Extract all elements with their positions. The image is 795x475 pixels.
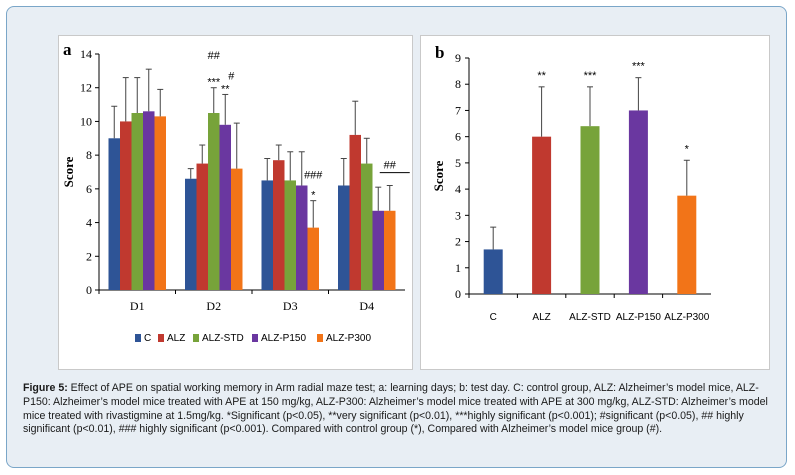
legend-label: C	[144, 333, 151, 344]
significance-mark: *	[311, 190, 316, 202]
bar-alz-std-d1	[131, 113, 143, 290]
group-significance-mark: ##	[384, 160, 397, 172]
legend-swatch-alz-p150	[252, 334, 258, 342]
x-tick-label: ALZ-P150	[616, 312, 661, 323]
significance-mark: ***	[632, 61, 646, 73]
legend-swatch-alz-std	[193, 334, 199, 342]
significance-mark: **	[537, 70, 546, 82]
y-tick-label: 5	[455, 156, 461, 170]
bar-c-d2	[185, 178, 197, 290]
bar-c-d1	[108, 138, 120, 290]
y-tick-label: 14	[80, 47, 92, 61]
group-significance-mark: ###	[304, 170, 323, 182]
y-tick-label: 9	[455, 51, 461, 65]
y-tick-label: 4	[455, 182, 461, 196]
bar-alz-d1	[120, 121, 132, 290]
bar-alz-std	[580, 126, 600, 294]
significance-mark: **	[221, 83, 230, 95]
bar-alz-p300-d2	[231, 168, 243, 290]
y-tick-label: 3	[455, 208, 461, 222]
panel-label-a: a	[63, 40, 72, 59]
y-tick-label: 10	[80, 114, 92, 128]
legend-label: ALZ-STD	[202, 333, 244, 344]
x-tick-label: D4	[359, 299, 374, 313]
chart-b-svg: b Score 0 1 2 3 4 5 6 7 8 9 C ** ALZ *** ALZ-STD *** ALZ-P…	[431, 43, 711, 323]
y-axis-label: Score	[431, 160, 446, 191]
bar-alz-d3	[273, 160, 285, 290]
x-tick-label: D1	[130, 299, 145, 313]
figure-caption: Figure 5: Effect of APE on spatial worki…	[23, 382, 768, 437]
caption-label: Figure 5:	[23, 382, 68, 394]
legend-label: ALZ-P150	[261, 333, 306, 344]
bar-alz-std-d2	[208, 113, 220, 290]
bar-c-d3	[261, 180, 273, 290]
bar-alz-d2	[196, 163, 208, 290]
bar-alz-p150-d1	[143, 111, 155, 290]
legend-label: ALZ	[167, 333, 185, 344]
y-tick-label: 4	[86, 216, 92, 230]
significance-mark: *	[685, 143, 690, 155]
y-tick-label: 2	[455, 235, 461, 249]
legend-swatch-alz	[158, 334, 164, 342]
x-tick-label: C	[490, 312, 497, 323]
bar-alz-p150-d3	[296, 185, 308, 290]
bar-alz-p300	[677, 195, 697, 294]
y-tick-label: 12	[80, 81, 92, 95]
x-tick-label: ALZ	[532, 312, 550, 323]
group-significance-mark: #	[228, 70, 235, 82]
bar-alz-p300-d3	[307, 227, 319, 290]
x-tick-label: D3	[283, 299, 298, 313]
bar-alz-std-d4	[361, 163, 373, 290]
figure-frame: a Score 0 2 4 6 8 10 12 14 D1 D2 D3 D4 *** ** * ## # ### ## C…	[6, 6, 787, 468]
y-axis-label: Score	[61, 156, 76, 187]
bar-alz-std-d3	[284, 180, 296, 290]
significance-mark: ***	[584, 70, 598, 82]
bar-alz-p300-d4	[384, 210, 396, 290]
y-tick-label: 8	[86, 148, 92, 162]
bar-alz-d4	[349, 134, 361, 290]
x-tick-label: ALZ-STD	[569, 312, 611, 323]
significance-mark: ***	[207, 77, 221, 89]
y-tick-label: 6	[455, 130, 461, 144]
y-tick-label: 7	[455, 103, 461, 117]
x-tick-label: ALZ-P300	[664, 312, 709, 323]
legend-label: ALZ-P300	[326, 333, 371, 344]
y-tick-label: 8	[455, 77, 461, 91]
y-tick-label: 6	[86, 182, 92, 196]
caption-text: Effect of APE on spatial working memory …	[23, 382, 768, 436]
y-tick-label: 2	[86, 249, 92, 263]
bar-c	[483, 249, 503, 294]
legend-swatch-alz-p300	[317, 334, 323, 342]
y-tick-label: 0	[86, 283, 92, 297]
y-tick-label: 0	[455, 287, 461, 301]
chart-panel-b: b Score 0 1 2 3 4 5 6 7 8 9 C ** ALZ *** ALZ-STD *** ALZ-P…	[420, 35, 770, 370]
bar-alz-p150-d2	[219, 124, 231, 290]
legend-swatch-c	[135, 334, 141, 342]
bar-alz-p300-d1	[154, 116, 166, 290]
group-significance-mark: ##	[208, 50, 221, 62]
bar-alz-p150-d4	[372, 210, 384, 290]
bar-alz	[532, 136, 552, 294]
bar-alz-p150	[628, 110, 648, 294]
x-tick-label: D2	[206, 299, 221, 313]
chart-panel-a: a Score 0 2 4 6 8 10 12 14 D1 D2 D3 D4 *** ** * ## # ### ## C…	[58, 35, 413, 370]
panel-label-b: b	[435, 43, 444, 62]
bar-c-d4	[338, 185, 350, 290]
y-tick-label: 1	[455, 261, 461, 275]
